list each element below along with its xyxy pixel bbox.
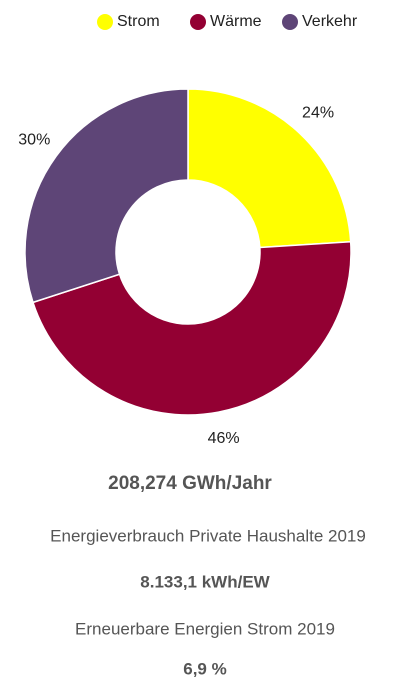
legend-swatch: [282, 14, 298, 30]
stat-label: Energieverbrauch Private Haushalte 2019: [50, 526, 366, 545]
legend-label: Strom: [117, 13, 160, 30]
stat-value: 208,274 GWh/Jahr: [108, 473, 272, 494]
stat-value: 8.133,1 kWh/EW: [140, 572, 270, 591]
slice: [24, 88, 189, 304]
legend-swatch: [97, 14, 113, 30]
value-label: 30%: [18, 132, 50, 149]
value-label: 46%: [208, 430, 240, 447]
slice: [32, 240, 352, 416]
legend-swatch: [190, 14, 206, 30]
slice: [187, 88, 352, 249]
legend-label: Wärme: [210, 13, 262, 30]
stat-label: Erneuerbare Energien Strom 2019: [75, 619, 335, 638]
value-label: 24%: [302, 105, 334, 122]
legend-label: Verkehr: [302, 13, 358, 30]
stat-value: 6,9 %: [183, 659, 226, 678]
